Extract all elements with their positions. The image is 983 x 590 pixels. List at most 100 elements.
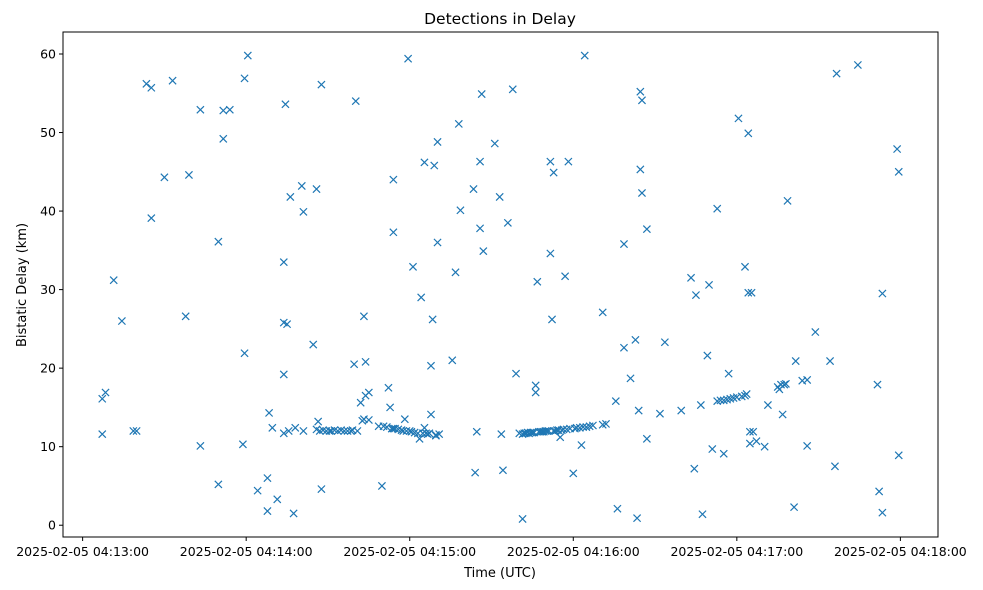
data-point (377, 481, 386, 490)
data-point (642, 225, 651, 234)
data-point (356, 398, 365, 407)
data-point (428, 315, 437, 324)
data-point (716, 396, 725, 405)
data-point (691, 291, 700, 300)
plot-area (62, 31, 939, 538)
data-point (497, 430, 506, 439)
data-point (219, 106, 228, 115)
data-point (677, 406, 686, 415)
data-point (263, 474, 272, 483)
data-point (531, 381, 540, 390)
data-point (744, 288, 753, 297)
data-point (588, 421, 597, 430)
data-point (724, 369, 733, 378)
data-point (690, 464, 699, 473)
y-tick-label: 40 (40, 204, 56, 219)
data-point (572, 423, 581, 432)
data-point (389, 175, 398, 184)
data-point (415, 434, 424, 443)
data-point (340, 426, 349, 435)
data-point (477, 90, 486, 99)
data-point (273, 495, 282, 504)
x-tick-label: 2025-02-05 04:18:00 (834, 544, 967, 559)
data-point (265, 408, 274, 417)
data-point (636, 165, 645, 174)
data-point (98, 430, 107, 439)
y-tick-label: 30 (40, 282, 56, 297)
data-point (631, 335, 640, 344)
data-point (598, 308, 607, 317)
x-axis: 2025-02-05 04:13:00 2025-02-05 04:14:00 20… (16, 537, 967, 559)
data-point (456, 206, 465, 215)
data-point (619, 343, 629, 352)
data-point (359, 312, 368, 321)
data-point (498, 466, 507, 475)
data-point (297, 181, 306, 190)
data-point (129, 426, 138, 435)
data-point (826, 357, 835, 366)
data-point (240, 349, 249, 358)
data-point (541, 426, 550, 435)
data-point (549, 168, 558, 177)
data-point (752, 437, 761, 446)
data-point (479, 247, 488, 256)
data-point (147, 214, 156, 223)
y-tick-label: 10 (40, 439, 56, 454)
data-point (346, 426, 355, 435)
data-point (132, 426, 141, 435)
data-point (878, 508, 887, 517)
data-point (547, 315, 557, 324)
data-point (408, 262, 418, 271)
data-point (420, 158, 429, 167)
data-point (433, 238, 442, 247)
y-tick-label: 60 (40, 46, 56, 61)
data-point (279, 258, 288, 267)
data-point (655, 409, 664, 418)
data-point (791, 357, 800, 366)
data-point (268, 423, 277, 432)
data-point (745, 427, 754, 436)
data-point (399, 426, 408, 435)
data-point (291, 423, 300, 432)
data-point (314, 417, 323, 426)
data-point (364, 415, 373, 425)
data-point (760, 442, 769, 451)
data-point (636, 87, 645, 96)
data-point (364, 388, 373, 397)
data-point (495, 192, 504, 201)
data-point (98, 394, 107, 403)
data-point (476, 157, 485, 166)
data-point (219, 134, 228, 143)
data-point (184, 170, 193, 179)
chart-title: Detections in Delay (424, 10, 576, 28)
data-point (225, 105, 234, 114)
data-point (243, 51, 252, 60)
data-point (611, 397, 620, 406)
data-point (431, 431, 440, 440)
data-point (579, 423, 588, 432)
data-point (101, 388, 110, 397)
data-point (508, 85, 517, 94)
data-point (430, 161, 439, 170)
y-axis-label: Bistatic Delay (km) (15, 223, 30, 347)
data-point (569, 469, 578, 478)
data-point (873, 380, 882, 389)
data-point (400, 415, 409, 424)
data-point (734, 114, 743, 123)
data-point (580, 51, 589, 60)
data-point (503, 218, 512, 227)
data-point (317, 485, 326, 494)
data-point (160, 173, 169, 182)
data-point (705, 280, 714, 289)
data-point (546, 249, 555, 258)
data-point (637, 188, 646, 198)
data-point (745, 439, 754, 448)
data-point (875, 487, 884, 496)
data-point (384, 383, 393, 392)
data-point (853, 60, 862, 70)
data-point (283, 320, 292, 329)
data-point (351, 97, 360, 106)
data-point (740, 262, 750, 271)
data-point (423, 430, 432, 439)
data-point (196, 105, 205, 114)
